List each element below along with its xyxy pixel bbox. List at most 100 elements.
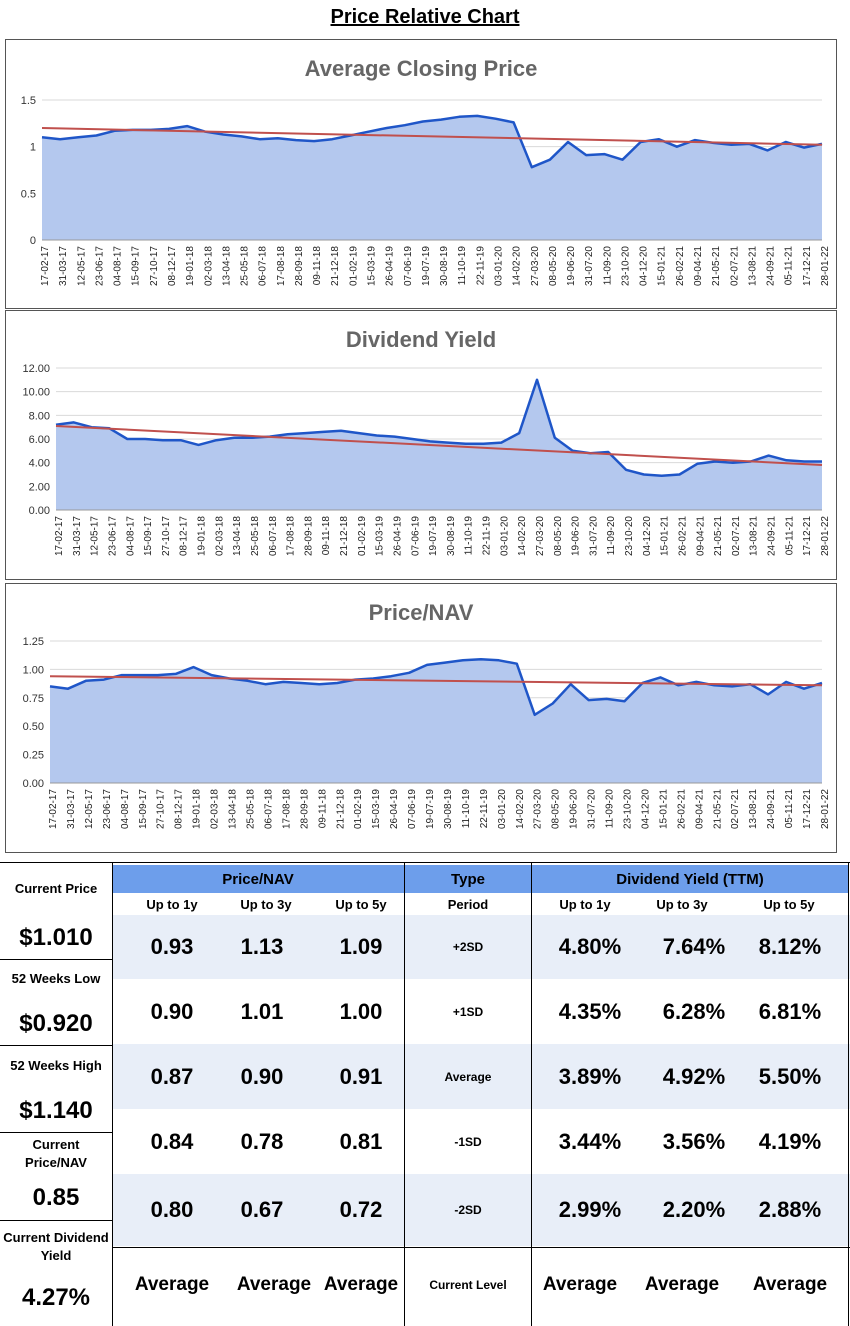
x-tick-label: 19-07-19 (421, 246, 432, 286)
x-tick-label: 11-10-19 (457, 246, 468, 286)
x-tick-label: 02-03-18 (210, 789, 221, 829)
x-tick-label: 01-02-19 (353, 789, 364, 829)
x-tick-label: 07-06-19 (410, 516, 421, 556)
x-tick-label: 09-11-18 (321, 516, 332, 556)
x-tick-label: 03-01-20 (493, 246, 504, 286)
grid-line (848, 863, 849, 1326)
chart-title: Dividend Yield (346, 327, 496, 352)
x-tick-label: 28-01-22 (820, 516, 831, 556)
period-header: Up to 5y (763, 896, 815, 912)
x-tick-label: 19-06-20 (569, 789, 580, 829)
pnav-cell: 0.90 (150, 998, 194, 1024)
x-tick-label: 15-09-17 (138, 789, 149, 829)
pnav-cell: 0.93 (150, 934, 194, 959)
x-tick-label: 15-03-19 (371, 789, 382, 829)
x-tick-label: 30-08-19 (439, 246, 450, 286)
pnav-cell: 0.84 (150, 1128, 194, 1154)
x-tick-label: 08-05-20 (553, 516, 564, 556)
x-tick-label: 07-06-19 (403, 246, 414, 286)
x-tick-label: 05-11-21 (784, 516, 795, 556)
trend-line (55, 424, 823, 467)
y-tick-label: 0.00 (29, 505, 50, 517)
y-tick-label: 2.00 (29, 481, 50, 493)
dy-cell: 4.80% (558, 934, 622, 959)
y-tick-label: 0.00 (23, 778, 44, 790)
x-tick-label: 28-01-22 (820, 789, 831, 829)
x-tick-label: 09-04-21 (693, 246, 704, 286)
current-dy-level: Average (644, 1274, 720, 1295)
x-tick-label: 04-08-17 (125, 516, 136, 556)
x-tick-label: 05-11-21 (784, 789, 795, 829)
dividend-yield-header: Dividend Yield (TTM) (532, 865, 848, 893)
level-label: -1SD (454, 1134, 482, 1149)
trend-line (49, 675, 823, 687)
y-tick-label: 0.50 (23, 721, 44, 733)
x-tick-label: 15-03-19 (367, 246, 378, 286)
level-label: -2SD (454, 1203, 482, 1217)
x-tick-label: 05-11-21 (784, 246, 795, 286)
x-tick-label: 12-05-17 (90, 516, 101, 556)
x-tick-label: 12-05-17 (84, 789, 95, 829)
y-tick-label: 1.5 (21, 95, 36, 107)
x-tick-label: 17-02-17 (54, 516, 65, 556)
chart-dividend-yield: Dividend Yield 0.00 2.00 4.00 6.00 8.00 10.00 1… (5, 310, 837, 580)
x-tick-label: 09-11-18 (317, 789, 328, 829)
x-tick-label: 02-07-21 (729, 246, 740, 286)
period-header: Up to 1y (559, 896, 611, 912)
x-tick-label: 15-01-21 (657, 246, 668, 286)
x-tick-label: 17-08-18 (276, 246, 287, 286)
dy-cell: 3.89% (558, 1063, 622, 1089)
current-pnav-level: Average (134, 1274, 210, 1295)
x-tick-label: 31-03-17 (72, 516, 83, 556)
x-tick-label: 31-07-20 (584, 246, 595, 286)
x-tick-label: 17-08-18 (281, 789, 292, 829)
pnav-cell: 1.09 (339, 934, 383, 959)
x-tick-label: 17-02-17 (40, 246, 51, 286)
pnav-cell: 0.81 (339, 1128, 383, 1154)
level-label: +1SD (452, 1004, 484, 1019)
x-tick-label: 04-08-17 (120, 789, 131, 829)
52-weeks-high-value: $1.140 (19, 1097, 93, 1124)
x-tick-label: 01-02-19 (348, 246, 359, 286)
x-tick-label: 23-10-20 (620, 246, 631, 286)
x-tick-label: 25-05-18 (245, 789, 256, 829)
x-tick-label: 23-06-17 (94, 246, 105, 286)
pnav-cell: 0.80 (150, 1197, 194, 1222)
x-tick-label: 11-09-20 (602, 246, 613, 286)
x-tick-label: 19-01-18 (197, 516, 208, 556)
x-tick-label: 21-12-18 (335, 789, 346, 829)
grid-line (0, 1132, 112, 1133)
chart-svg: Average Closing Price 0 0.5 1 1.5 17-02-17 31-… (21, 56, 831, 286)
x-tick-label: 22-11-19 (479, 789, 490, 829)
dy-cell: 4.19% (758, 1128, 822, 1154)
area-fill (42, 115, 822, 240)
x-tick-label: 23-10-20 (623, 789, 634, 829)
x-tick-label: 26-02-21 (677, 516, 688, 556)
x-tick-label: 21-05-21 (711, 246, 722, 286)
x-tick-label: 27-03-20 (533, 789, 544, 829)
x-tick-label: 01-02-19 (357, 516, 368, 556)
current-dy-level: Average (542, 1274, 618, 1295)
current-price-label: Current Price (14, 881, 98, 896)
y-tick-label: 6.00 (29, 434, 50, 446)
y-tick-label: 1.25 (23, 636, 44, 648)
x-tick-label: 28-01-22 (820, 246, 831, 286)
x-tick-label: 21-12-18 (339, 516, 350, 556)
period-header: Up to 5y (335, 896, 387, 912)
y-tick-label: 0.75 (23, 693, 44, 705)
x-tick-label: 23-10-20 (624, 516, 635, 556)
x-tick-label: 28-09-18 (294, 246, 305, 286)
y-tick-label: 1 (30, 142, 36, 154)
x-tick-label: 15-09-17 (143, 516, 154, 556)
x-tick-label: 08-05-20 (548, 246, 559, 286)
x-tick-label: 23-06-17 (107, 516, 118, 556)
x-tick-label: 03-01-20 (499, 516, 510, 556)
pnav-cell: 0.90 (240, 1063, 284, 1089)
current-dividend-yield-value: 4.27% (21, 1284, 91, 1311)
x-tick-label: 13-08-21 (748, 789, 759, 829)
x-tick-label: 11-09-20 (606, 516, 617, 556)
x-tick-label: 08-12-17 (179, 516, 190, 556)
x-tick-label: 08-12-17 (167, 246, 178, 286)
valuation-table: Price/NAV Type Dividend Yield (TTM) Up t… (0, 862, 850, 1326)
x-tick-label: 30-08-19 (443, 789, 454, 829)
